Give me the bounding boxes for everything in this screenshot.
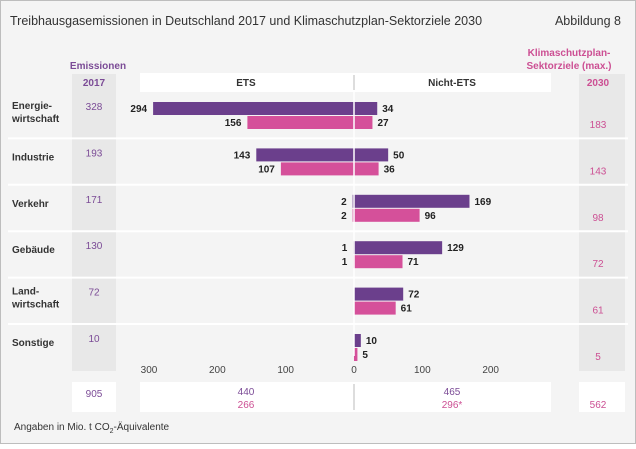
non-ets-2030-bar: [354, 162, 379, 176]
category-label: Verkehr: [12, 199, 49, 210]
ets-2017-label: 294: [130, 104, 147, 115]
category-label: wirtschaft: [11, 114, 60, 125]
target-2030-value: 5: [595, 352, 601, 363]
ets-2030-label: 156: [225, 118, 242, 129]
units-footnote-prefix: Angaben in Mio. t CO: [14, 422, 110, 433]
year-2030-label: 2030: [587, 78, 610, 89]
plot-header-box: [140, 73, 551, 92]
total-target-2030: 562: [590, 400, 607, 411]
x-axis-ticks: 300 200 100 0 100 200: [141, 365, 500, 376]
non-ets-2017-label: 72: [408, 290, 420, 301]
non-ets-2017-bar: [354, 287, 404, 301]
non-ets-2017-bar: [354, 148, 389, 162]
total-non-ets-2017: 465: [444, 387, 461, 398]
total-ets-2030: 266: [238, 400, 255, 411]
target-2030-value: 183: [590, 120, 607, 131]
emissions-2017-value: 328: [86, 102, 103, 113]
category-label: Industrie: [12, 152, 55, 163]
x-tick-label: 300: [141, 365, 158, 376]
non-ets-2030-label: 27: [377, 118, 389, 129]
category-label: Land-: [12, 287, 39, 298]
figure-label: Abbildung 8: [555, 14, 621, 28]
x-tick-label: 100: [277, 365, 294, 376]
total-emissions-2017: 905: [86, 389, 103, 400]
non-ets-2030-label: 5: [362, 350, 368, 361]
ets-2017-label: 2: [341, 197, 347, 208]
ets-2030-bar: [247, 116, 354, 129]
category-label: Energie-: [12, 101, 52, 112]
non-ets-2017-label: 34: [382, 104, 394, 115]
non-ets-2030-bar: [354, 301, 396, 315]
non-ets-2017-label: 129: [447, 243, 464, 254]
non-ets-2030-bar: [354, 116, 373, 129]
non-ets-2030-label: 36: [384, 164, 396, 175]
emissions-2017-value: 10: [88, 334, 100, 345]
column-panel-2017: [72, 74, 116, 371]
non-ets-2017-bar: [354, 194, 470, 208]
non-ets-2017-label: 169: [474, 197, 491, 208]
ets-2017-label: 1: [342, 243, 348, 254]
non-ets-header: Nicht-ETS: [428, 78, 476, 89]
non-ets-2030-bar: [354, 348, 358, 361]
chart-rows: Energie-wirtschaft 328 183 294 156 34 27 Indust…: [8, 101, 628, 363]
category-label: Sonstige: [12, 338, 55, 349]
ets-2030-label: 1: [342, 257, 348, 268]
non-ets-2017-bar: [354, 241, 443, 255]
non-ets-2017-label: 10: [366, 336, 378, 347]
x-tick-label: 200: [209, 365, 226, 376]
target-2030-value: 143: [590, 166, 607, 177]
ets-2017-label: 143: [234, 150, 251, 161]
targets-heading-line2: Sektorziele (max.): [526, 61, 611, 72]
target-2030-value: 72: [592, 259, 604, 270]
totals-panel-left: [72, 382, 116, 412]
x-tick-label: 100: [414, 365, 431, 376]
emissions-2017-value: 130: [86, 241, 103, 252]
non-ets-2030-label: 61: [401, 304, 413, 315]
emissions-2017-value: 72: [88, 288, 100, 299]
target-2030-value: 98: [592, 213, 604, 224]
ets-2030-bar: [280, 162, 354, 176]
chart-title: Treibhausgasemissionen in Deutschland 20…: [10, 14, 482, 28]
non-ets-2030-bar: [354, 208, 420, 222]
emissions-2017-value: 193: [86, 148, 103, 159]
target-2030-value: 61: [592, 306, 604, 317]
units-footnote-suffix: -Äquivalente: [114, 421, 170, 433]
ets-2017-bar: [256, 148, 354, 162]
units-footnote-subscript: 2: [110, 428, 114, 435]
non-ets-2017-bar: [354, 334, 361, 347]
ets-2030-label: 2: [341, 211, 347, 222]
non-ets-2030-bar: [354, 255, 403, 269]
non-ets-2030-label: 96: [425, 211, 437, 222]
non-ets-2017-label: 50: [393, 150, 405, 161]
emissions-2017-value: 171: [86, 195, 103, 206]
category-label: wirtschaft: [11, 300, 60, 311]
year-2017-label: 2017: [83, 78, 106, 89]
ets-2030-label: 107: [258, 164, 275, 175]
x-tick-label: 200: [482, 365, 499, 376]
non-ets-2030-label: 71: [408, 257, 420, 268]
x-tick-label: 0: [351, 365, 357, 376]
targets-heading-line1: Klimaschutzplan-: [528, 48, 611, 59]
emissions-heading: Emissionen: [70, 61, 126, 72]
ets-header: ETS: [236, 78, 256, 89]
total-ets-2017: 440: [238, 387, 255, 398]
totals-panel-right: [579, 382, 625, 412]
column-panel-2030: [579, 74, 625, 371]
ets-2017-bar: [153, 102, 354, 115]
totals-panel-mid: [140, 382, 551, 412]
category-label: Gebäude: [12, 245, 55, 256]
total-non-ets-2030: 296*: [442, 400, 463, 411]
non-ets-2017-bar: [354, 102, 378, 115]
units-footnote: Angaben in Mio. t CO2-Äquivalente: [14, 421, 170, 435]
